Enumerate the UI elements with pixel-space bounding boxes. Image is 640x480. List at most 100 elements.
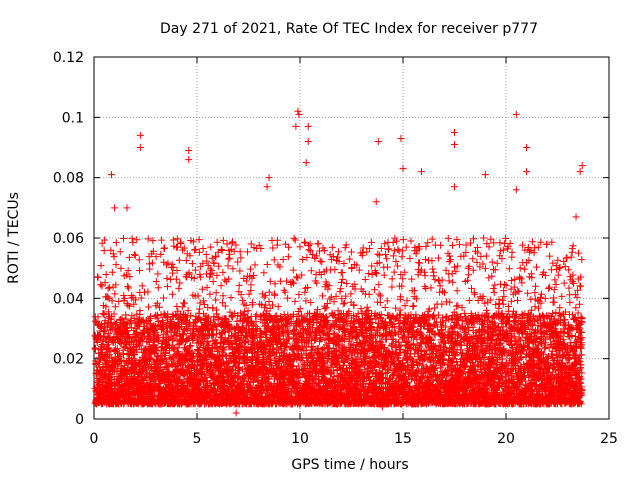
data-point (300, 238, 308, 246)
data-point (234, 258, 242, 266)
data-point (123, 271, 131, 279)
data-point (130, 300, 138, 308)
data-point (339, 300, 347, 308)
data-point (125, 383, 133, 391)
data-point (338, 269, 346, 277)
data-point (180, 244, 188, 252)
data-point (112, 239, 120, 247)
chart-title: Day 271 of 2021, Rate Of TEC Index for r… (160, 21, 538, 37)
data-point (213, 238, 221, 246)
data-point (104, 293, 112, 301)
data-point (206, 290, 214, 298)
data-point (116, 248, 124, 256)
data-point (188, 260, 196, 268)
data-point (100, 311, 108, 319)
data-point (263, 260, 271, 268)
data-point (239, 296, 247, 304)
data-point (177, 238, 185, 246)
data-point (318, 292, 326, 300)
data-point (200, 300, 208, 308)
data-point (157, 310, 165, 318)
data-point (357, 305, 365, 313)
data-point (235, 281, 243, 289)
data-point (363, 303, 371, 311)
data-point (247, 281, 255, 289)
data-point (102, 271, 110, 279)
data-point (124, 266, 132, 274)
data-point (97, 262, 105, 270)
y-tick-label: 0 (75, 412, 84, 428)
data-point (149, 247, 157, 255)
data-point (315, 247, 323, 255)
data-point (290, 234, 298, 242)
data-point (365, 269, 373, 277)
x-tick-label: 25 (600, 431, 618, 447)
data-point (117, 264, 125, 272)
data-point (237, 254, 245, 262)
data-point (136, 307, 144, 315)
data-point (152, 253, 160, 261)
y-tick-label: 0.04 (53, 291, 84, 307)
data-point (144, 235, 152, 243)
data-point (112, 321, 120, 329)
data-point (126, 318, 134, 326)
data-point (224, 255, 232, 263)
axis-ticks (93, 56, 610, 420)
data-point (244, 248, 252, 256)
data-point (296, 243, 304, 251)
data-point (160, 294, 168, 302)
data-point (326, 251, 334, 259)
data-point (124, 282, 132, 290)
x-tick-labels: 0 5 10 15 20 25 (90, 431, 618, 447)
data-point (163, 283, 171, 291)
data-point (292, 273, 300, 281)
data-point (110, 253, 118, 261)
data-point (371, 286, 379, 294)
data-point (258, 290, 266, 298)
data-point (92, 317, 100, 325)
data-point (265, 288, 273, 296)
data-point (154, 284, 162, 292)
data-point (132, 296, 140, 304)
data-point (182, 257, 190, 265)
data-point (219, 268, 227, 276)
data-point (346, 255, 354, 263)
data-point (202, 251, 210, 259)
data-point (135, 256, 143, 264)
data-point (329, 252, 337, 260)
data-point (176, 279, 184, 287)
data-point (125, 284, 133, 292)
data-point (153, 299, 161, 307)
data-point (175, 284, 183, 292)
data-point (251, 261, 259, 269)
data-point (367, 238, 375, 246)
data-point (273, 236, 281, 244)
data-point (92, 345, 100, 353)
data-point (318, 258, 326, 266)
data-point (307, 267, 315, 275)
data-point (101, 236, 109, 244)
data-point (282, 240, 290, 248)
data-point (191, 266, 199, 274)
data-point (306, 240, 314, 248)
y-tick-label: 0.1 (62, 110, 84, 126)
x-tick-label: 10 (291, 431, 309, 447)
y-tick-label: 0.12 (53, 50, 84, 66)
data-point (163, 274, 171, 282)
data-point (245, 290, 253, 298)
data-point (146, 265, 154, 273)
data-point (129, 238, 137, 246)
data-point (173, 235, 181, 243)
data-point (265, 297, 273, 305)
data-point (247, 265, 255, 273)
data-point (131, 251, 139, 259)
data-point (149, 237, 157, 245)
data-point (347, 248, 355, 256)
data-point (298, 271, 306, 279)
data-point (93, 339, 101, 347)
data-point (144, 288, 152, 296)
data-point (307, 299, 315, 307)
data-point (283, 277, 291, 285)
data-point (145, 338, 153, 346)
data-point (168, 290, 176, 298)
